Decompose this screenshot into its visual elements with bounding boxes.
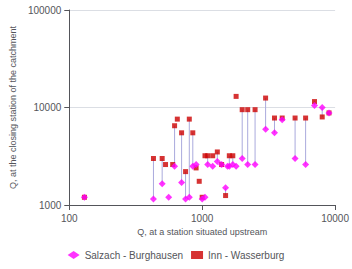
svg-text:100000: 100000 bbox=[28, 5, 62, 16]
svg-text:Q, at a station situated upstr: Q, at a station situated upstream bbox=[137, 227, 267, 237]
svg-text:Salzach - Burghausen: Salzach - Burghausen bbox=[85, 250, 183, 261]
svg-text:1000: 1000 bbox=[39, 200, 62, 211]
svg-text:Inn - Wasserburg: Inn - Wasserburg bbox=[208, 250, 284, 261]
svg-text:100: 100 bbox=[61, 213, 78, 224]
svg-text:Q, at the closing station of t: Q, at the closing station of the catchme… bbox=[8, 25, 18, 189]
svg-text:10000: 10000 bbox=[33, 102, 61, 113]
svg-text:1000: 1000 bbox=[191, 213, 214, 224]
svg-text:10000: 10000 bbox=[321, 213, 349, 224]
